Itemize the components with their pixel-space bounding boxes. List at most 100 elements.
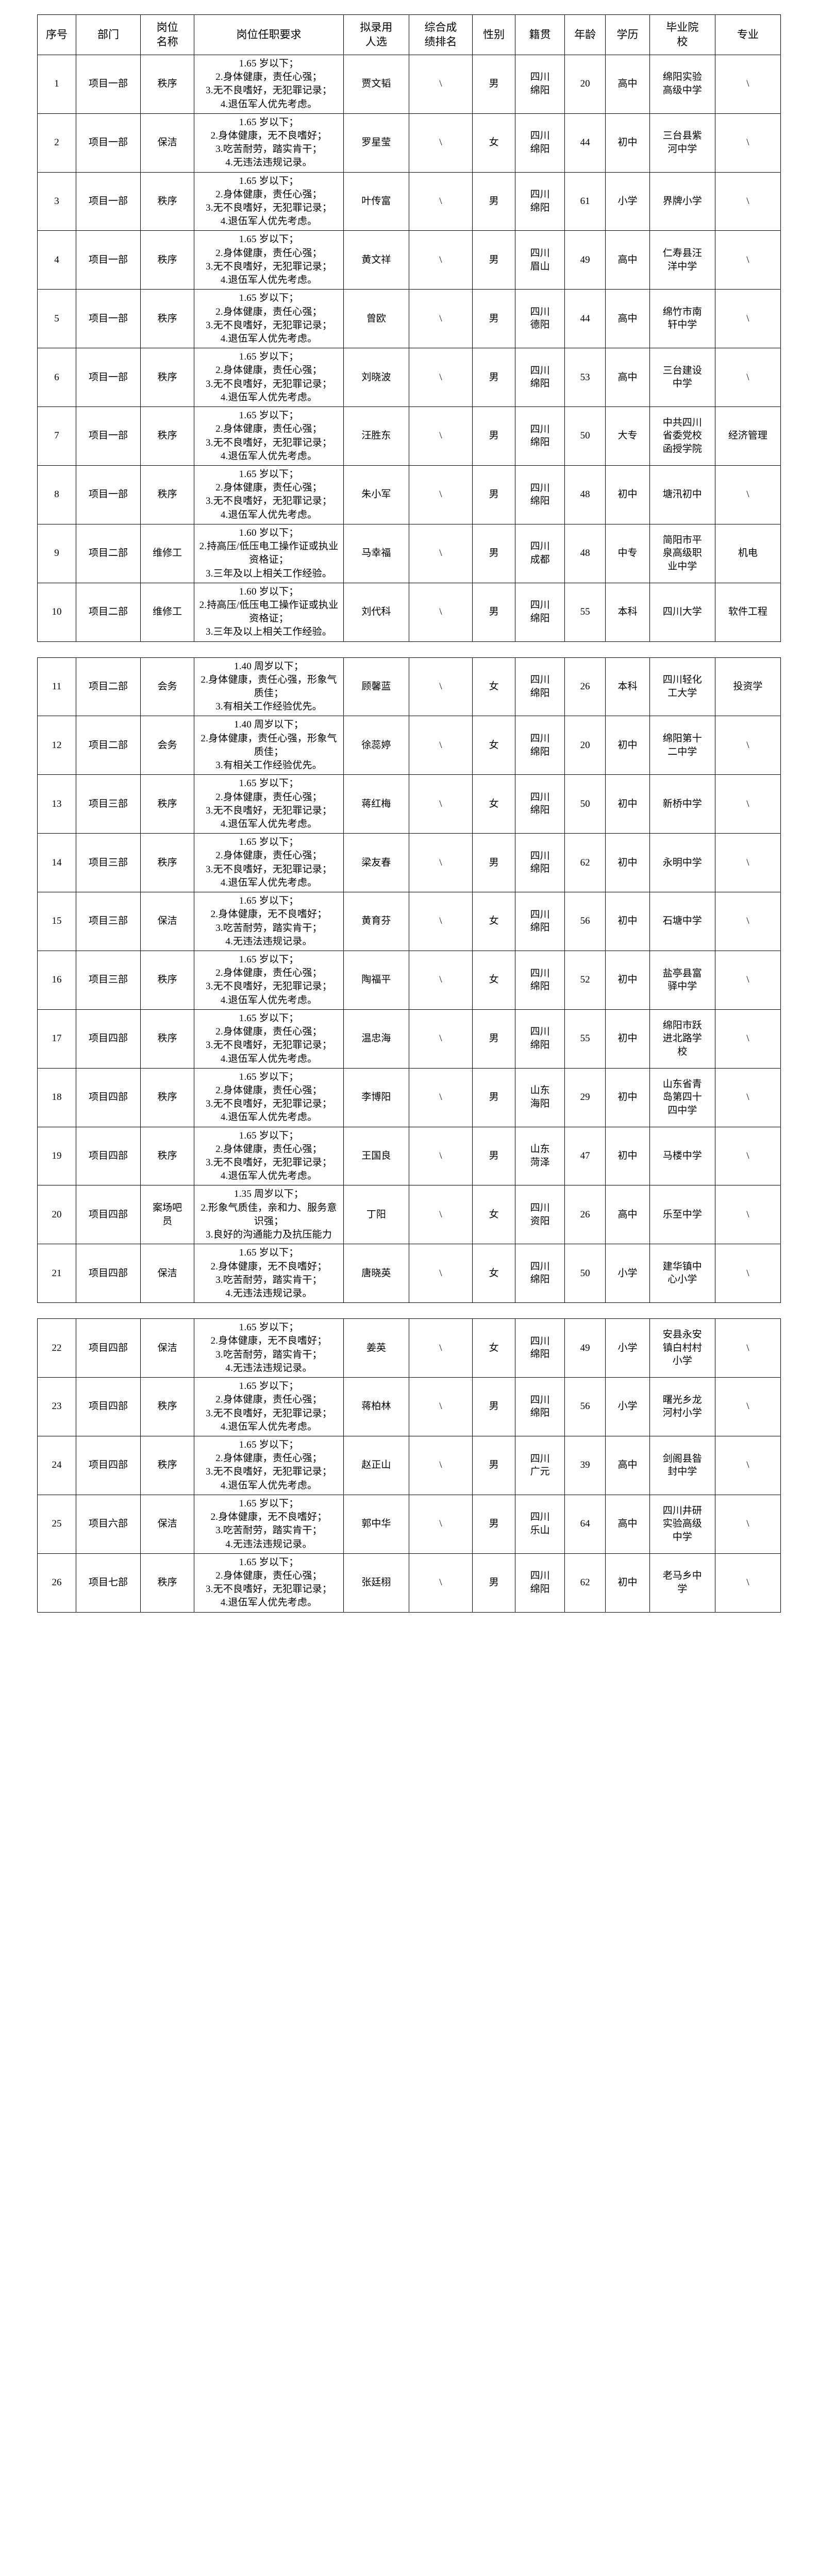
cell-index: 10: [37, 582, 77, 642]
cell-education: 高中: [605, 289, 650, 349]
requirement-line-4: 4.无违法违规记录。: [225, 936, 312, 947]
cell-age: 56: [564, 1377, 606, 1436]
cell-candidate-name: 陶福平: [343, 950, 409, 1010]
cell-requirements: 1.65 岁以下； 2.身体健康，责任心强； 3.无不良嗜好，无犯罪记录； 4.退伍军…: [194, 1435, 344, 1495]
cell-score-rank: \: [408, 1553, 473, 1613]
table-row: 9 项目二部 维修工 1.60 岁以下； 2.持高压/低压电工操作证或执业资格证； 3.三…: [37, 523, 781, 583]
cell-school: 山东省青 岛第四十 四中学: [649, 1067, 715, 1127]
cell-major: \: [714, 54, 781, 114]
cell-school: 塘汛初中: [649, 465, 715, 524]
school-label: 剑阁县昝 封中学: [662, 1453, 702, 1478]
table-row: 10 项目二部 维修工 1.60 岁以下； 2.持高压/低压电工操作证或执业资格证； 3.…: [37, 582, 781, 642]
cell-department: 项目六部: [76, 1494, 141, 1554]
cell-sex: 男: [472, 465, 516, 524]
cell-major: \: [714, 833, 781, 893]
cell-requirements: 1.60 岁以下； 2.持高压/低压电工操作证或执业资格证； 3.三年及以上相关工作…: [194, 582, 344, 642]
table-row: 4 项目一部 秩序 1.65 岁以下； 2.身体健康，责任心强； 3.无不良嗜好，无犯罪记…: [37, 230, 781, 290]
cell-requirements: 1.65 岁以下； 2.身体健康，责任心强； 3.无不良嗜好，无犯罪记录； 4.退伍军…: [194, 1553, 344, 1613]
cell-requirements: 1.65 岁以下； 2.身体健康，责任心强； 3.无不良嗜好，无犯罪记录； 4.退伍军…: [194, 172, 344, 231]
cell-school: 四川轻化 工大学: [649, 657, 715, 717]
requirement-line-4: 4.无违法违规记录。: [225, 1288, 312, 1299]
requirement-line-3: 3.无不良嗜好，无犯罪记录；: [206, 261, 332, 272]
cell-education: 本科: [605, 582, 650, 642]
origin-label: 山东 菏泽: [530, 1144, 550, 1168]
cell-education: 高中: [605, 230, 650, 290]
cell-post: 秩序: [140, 406, 195, 466]
cell-requirements: 1.65 岁以下； 2.身体健康，责任心强； 3.无不良嗜好，无犯罪记录； 4.退伍军…: [194, 465, 344, 524]
table-row: 16 项目三部 秩序 1.65 岁以下； 2.身体健康，责任心强； 3.无不良嗜好，无犯罪…: [37, 950, 781, 1010]
school-label: 绵阳实验 高级中学: [662, 72, 702, 96]
cell-candidate-name: 丁阳: [343, 1185, 409, 1245]
cell-sex: 男: [472, 1126, 516, 1186]
origin-label: 四川 绵阳: [530, 968, 550, 992]
cell-post: 秩序: [140, 1009, 195, 1069]
requirement-line-3: 3.良好的沟通能力及抗压能力: [206, 1229, 332, 1241]
requirement-line-2: 2.身体健康，责任心强；: [215, 1084, 322, 1096]
requirement-line-2: 2.身体健康，无不良嗜好；: [210, 1261, 327, 1272]
table-body: 1 项目一部 秩序 1.65 岁以下； 2.身体健康，责任心强； 3.无不良嗜好，无犯罪记…: [37, 54, 781, 642]
requirement-line-3: 3.有相关工作经验优先。: [215, 701, 322, 713]
cell-candidate-name: 张廷栩: [343, 1553, 409, 1613]
requirement-line-4: 4.退伍军人优先考虑。: [220, 1112, 318, 1123]
requirement-line-2: 2.身体健康，责任心强；: [215, 306, 322, 317]
table-row: 22 项目四部 保洁 1.65 岁以下； 2.身体健康，无不良嗜好； 3.吃苦耐劳，踏实肯…: [37, 1318, 781, 1378]
cell-origin: 四川 绵阳: [515, 582, 565, 642]
requirement-line-4: 4.退伍军人优先考虑。: [220, 1421, 318, 1432]
cell-requirements: 1.40 周岁以下； 2.身体健康，责任心强，形象气质佳； 3.有相关工作经验优先。: [194, 716, 344, 775]
cell-education: 高中: [605, 1435, 650, 1495]
cell-age: 50: [564, 1244, 606, 1303]
cell-candidate-name: 李博阳: [343, 1067, 409, 1127]
requirement-line-1: 1.65 岁以下；: [239, 1322, 299, 1333]
cell-post: 秩序: [140, 289, 195, 349]
origin-label: 四川 绵阳: [530, 72, 550, 96]
cell-post: 保洁: [140, 1318, 195, 1378]
table-row: 13 项目三部 秩序 1.65 岁以下； 2.身体健康，责任心强； 3.无不良嗜好，无犯罪…: [37, 774, 781, 834]
requirement-line-2: 2.持高压/低压电工操作证或执业资格证；: [199, 541, 339, 566]
cell-candidate-name: 姜英: [343, 1318, 409, 1378]
requirement-line-4: 4.退伍军人优先考虑。: [220, 1597, 318, 1608]
requirement-line-1: 1.65 岁以下；: [239, 116, 299, 128]
requirement-line-1: 1.65 岁以下；: [239, 778, 299, 789]
cell-sex: 男: [472, 1494, 516, 1554]
header-no: 序号: [37, 14, 77, 55]
requirement-line-1: 1.65 岁以下；: [239, 410, 299, 421]
cell-education: 初中: [605, 1126, 650, 1186]
cell-index: 1: [37, 54, 77, 114]
cell-sex: 男: [472, 582, 516, 642]
origin-label: 四川 绵阳: [530, 674, 550, 699]
cell-post: 秩序: [140, 465, 195, 524]
requirement-line-3: 3.三年及以上相关工作经验。: [206, 626, 332, 638]
cell-school: 永明中学: [649, 833, 715, 893]
cell-origin: 四川 乐山: [515, 1494, 565, 1554]
cell-origin: 四川 绵阳: [515, 348, 565, 408]
requirement-line-3: 3.吃苦耐劳，踏实肯干；: [215, 1274, 322, 1285]
cell-index: 8: [37, 465, 77, 524]
cell-score-rank: \: [408, 657, 473, 717]
cell-major: \: [714, 1067, 781, 1127]
cell-sex: 男: [472, 348, 516, 408]
cell-requirements: 1.40 周岁以下； 2.身体健康，责任心强，形象气质佳； 3.有相关工作经验优先。: [194, 657, 344, 717]
cell-origin: 四川 绵阳: [515, 406, 565, 466]
requirement-line-1: 1.65 岁以下；: [239, 58, 299, 69]
origin-label: 四川 绵阳: [530, 791, 550, 816]
requirement-line-1: 1.60 岁以下；: [239, 586, 299, 597]
cell-post: 维修工: [140, 582, 195, 642]
recruitment-tables-host: 序号 部门 岗位 名称 岗位任职要求 拟录用 人选 综合成 绩排名 性别 籍贯 年龄 学历 毕业院校专业 1…: [37, 14, 781, 1613]
requirement-line-1: 1.65 岁以下；: [239, 954, 299, 965]
cell-post: 保洁: [140, 113, 195, 173]
cell-age: 64: [564, 1494, 606, 1554]
school-label: 山东省青 岛第四十 四中学: [662, 1078, 702, 1116]
requirement-line-1: 1.65 岁以下；: [239, 1071, 299, 1082]
cell-score-rank: \: [408, 465, 473, 524]
cell-index: 24: [37, 1435, 77, 1495]
cell-school: 石塘中学: [649, 892, 715, 951]
cell-index: 15: [37, 892, 77, 951]
requirement-line-2: 2.身体健康，责任心强；: [215, 423, 322, 435]
cell-education: 初中: [605, 833, 650, 893]
cell-candidate-name: 曾欧: [343, 289, 409, 349]
cell-department: 项目三部: [76, 774, 141, 834]
requirement-line-1: 1.65 岁以下；: [239, 1130, 299, 1141]
cell-score-rank: \: [408, 172, 473, 231]
cell-age: 29: [564, 1067, 606, 1127]
cell-school: 绵阳市跃 进北路学校: [649, 1009, 715, 1069]
